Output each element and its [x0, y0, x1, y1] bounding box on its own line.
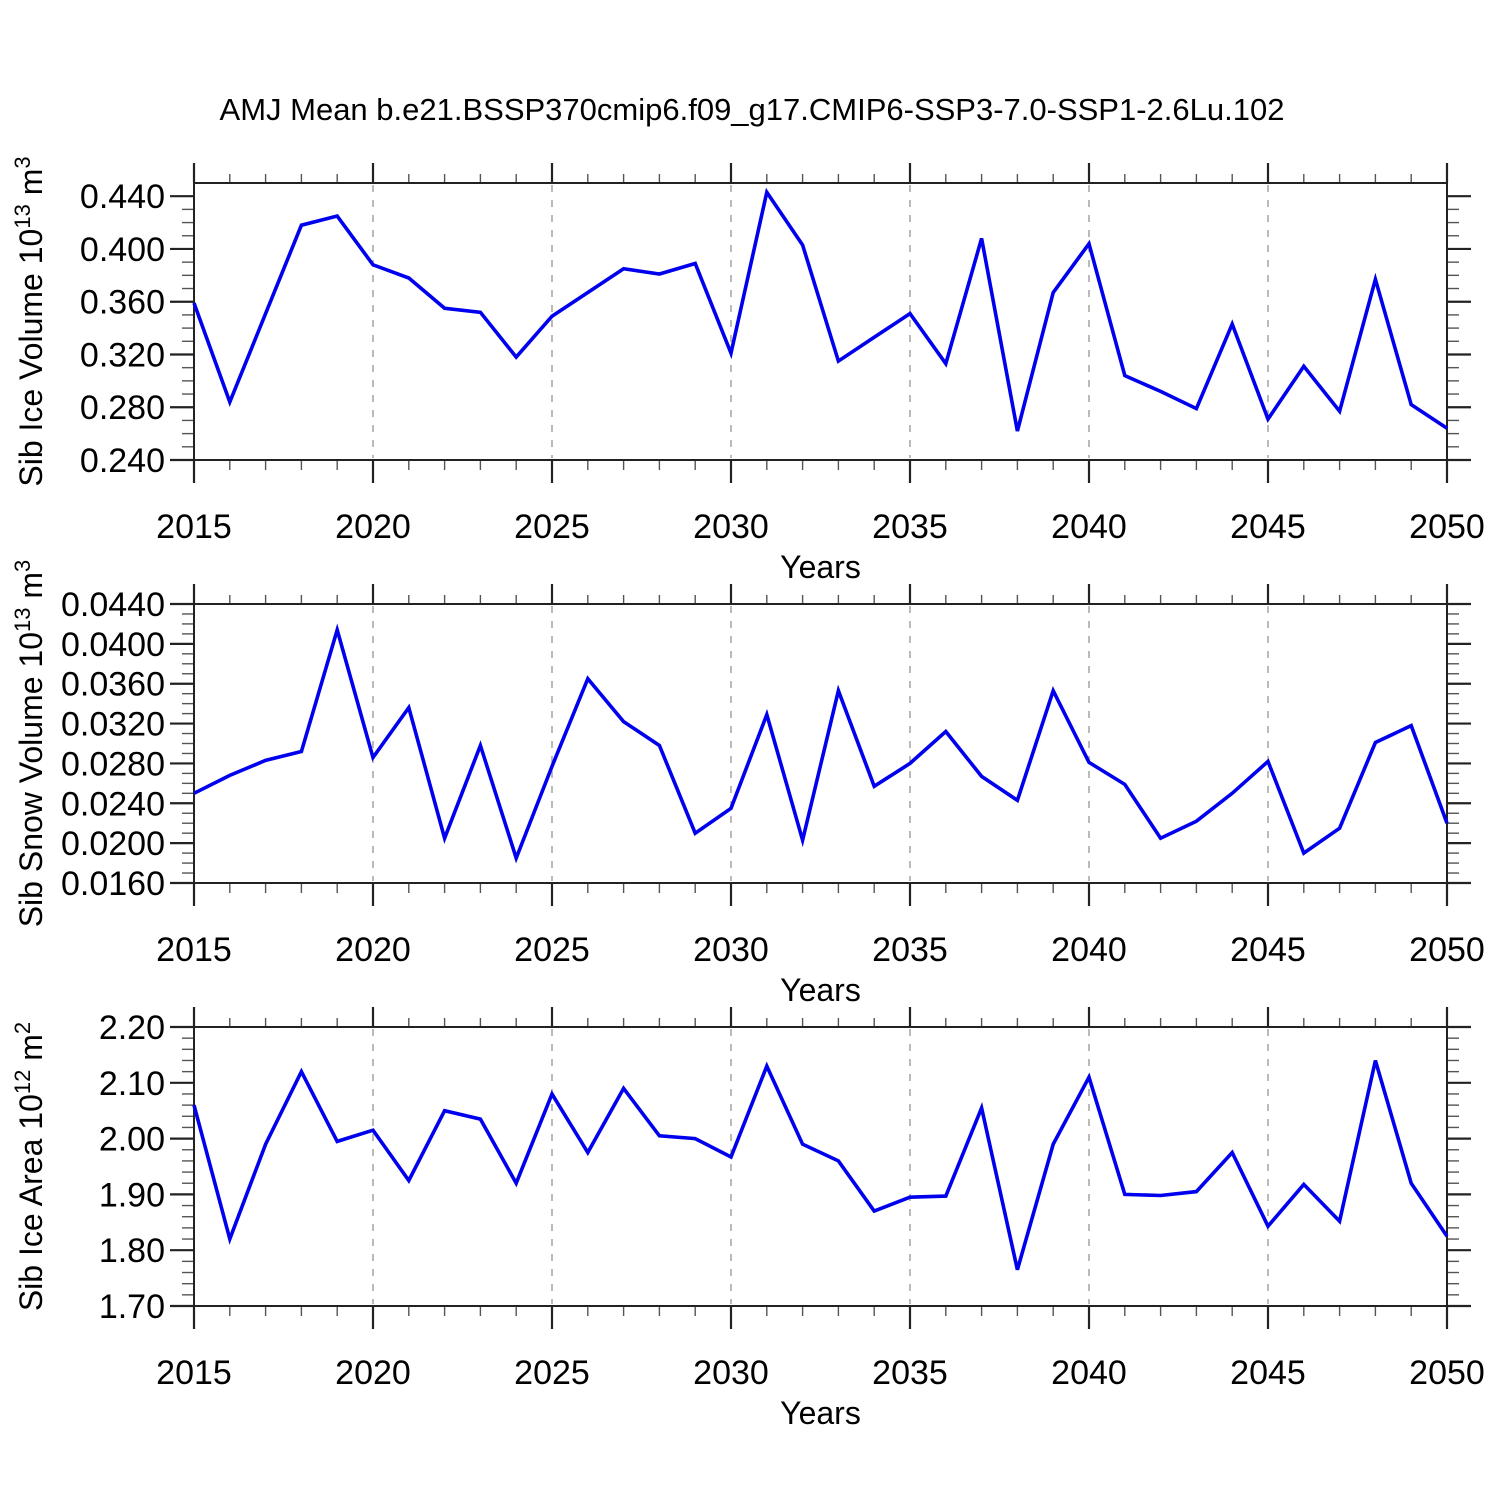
panel-sib-snow-volume: 0.01600.02000.02400.02800.03200.03600.04… [10, 560, 1485, 1008]
x-tick-label: 2030 [693, 1354, 769, 1392]
x-tick-label: 2015 [156, 1354, 232, 1392]
y-tick-label: 2.20 [99, 1009, 165, 1047]
data-line-sib-ice-area [192, 1059, 1449, 1271]
x-tick-label: 2050 [1409, 931, 1485, 969]
chart-title: AMJ Mean b.e21.BSSP370cmip6.f09_g17.CMIP… [220, 92, 1285, 127]
y-tick-label: 0.0360 [61, 666, 165, 704]
x-tick-label: 2020 [335, 1354, 411, 1392]
y-tick-label: 1.70 [99, 1288, 165, 1326]
x-tick-label: 2020 [335, 931, 411, 969]
data-line-sib-snow-volume [193, 623, 1449, 864]
x-tick-label: 2020 [335, 508, 411, 546]
plot-frame [193, 603, 1448, 884]
y-tick-label: 0.360 [80, 284, 165, 322]
x-axis-title: Years [780, 549, 861, 585]
x-tick-label: 2015 [156, 508, 232, 546]
y-tick-label: 0.0320 [61, 706, 165, 744]
y-tick-label: 0.0280 [61, 745, 165, 783]
x-tick-label: 2045 [1230, 1354, 1306, 1392]
plot-frame [193, 1026, 1448, 1307]
y-tick-label: 0.280 [80, 389, 165, 427]
panel-sib-ice-area: 1.70 1.80 1.90 2.00 2.10 2.20 2015 2020 2025 2030… [10, 1007, 1485, 1431]
y-tick-label: 2.00 [99, 1121, 165, 1159]
x-tick-label: 2045 [1230, 508, 1306, 546]
x-tick-label: 2050 [1409, 1354, 1485, 1392]
y-axis-title: Sib Ice Volume 1013 m3 [10, 156, 49, 486]
y-axis-title: Sib Snow Volume 1013 m3 [10, 560, 49, 928]
y-tick-label: 1.80 [99, 1232, 165, 1270]
x-tick-label: 2040 [1051, 508, 1127, 546]
x-tick-label: 2050 [1409, 508, 1485, 546]
y-tick-label: 0.0160 [61, 865, 165, 903]
y-tick-label: 0.0240 [61, 785, 165, 823]
x-tick-label: 2030 [693, 931, 769, 969]
x-tick-label: 2025 [514, 1354, 590, 1392]
y-tick-label: 0.0200 [61, 825, 165, 863]
x-tick-label: 2035 [872, 1354, 948, 1392]
panel-sib-ice-volume: 0.240 0.280 0.320 0.360 0.400 0.440 2015 2020 20… [10, 156, 1485, 585]
x-tick-label: 2015 [156, 931, 232, 969]
x-tick-label: 2025 [514, 931, 590, 969]
x-axis-title: Years [780, 1395, 861, 1431]
y-tick-label: 0.400 [80, 231, 165, 269]
y-tick-label: 1.90 [99, 1176, 165, 1214]
x-tick-label: 2025 [514, 508, 590, 546]
x-tick-label: 2035 [872, 508, 948, 546]
y-tick-label: 0.0400 [61, 626, 165, 664]
y-tick-label: 0.0440 [61, 586, 165, 624]
x-tick-label: 2040 [1051, 931, 1127, 969]
y-tick-label: 0.440 [80, 178, 165, 216]
x-tick-label: 2035 [872, 931, 948, 969]
data-line-sib-ice-volume [192, 187, 1448, 432]
y-tick-label: 0.240 [80, 442, 165, 480]
x-tick-label: 2045 [1230, 931, 1306, 969]
x-tick-label: 2030 [693, 508, 769, 546]
y-tick-label: 2.10 [99, 1065, 165, 1103]
panels-group: 0.240 0.280 0.320 0.360 0.400 0.440 2015 2020 20… [10, 156, 1485, 1431]
y-axis-title: Sib Ice Area 1012 m2 [10, 1022, 49, 1311]
plot-frame [193, 182, 1448, 461]
y-tick-label: 0.320 [80, 336, 165, 374]
x-axis-title: Years [780, 972, 861, 1008]
x-tick-label: 2040 [1051, 1354, 1127, 1392]
